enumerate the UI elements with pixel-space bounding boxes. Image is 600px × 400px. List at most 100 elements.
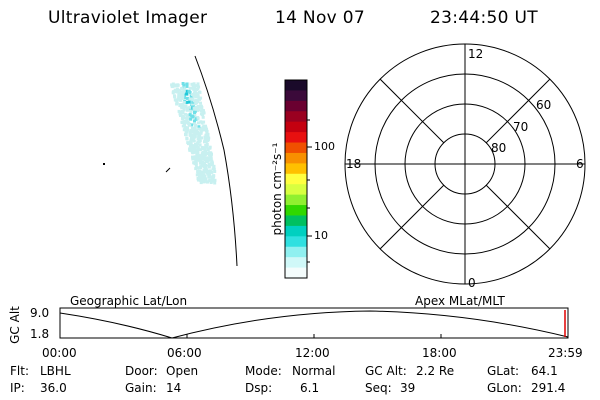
gc-alt-value: 2.2 Re [416, 364, 455, 378]
filter-label: Flt: [10, 364, 29, 378]
polar-label-12: 12 [468, 47, 484, 61]
aurora-pixel [197, 125, 201, 129]
aurora-pixel [179, 114, 182, 117]
polar-diagonal [379, 184, 445, 250]
colorbar-segment [285, 257, 307, 269]
aurora-pixel [213, 181, 217, 185]
aurora-pixel [179, 95, 183, 99]
polar-label-lat70: 70 [513, 120, 529, 134]
aurora-pixel [196, 100, 200, 103]
colorbar-gradient [285, 80, 307, 279]
aurora-pixel [195, 92, 199, 96]
aurora-pixel [188, 133, 192, 137]
aurora-pixel [188, 86, 192, 90]
aurora-pixel [190, 148, 194, 151]
aurora-pixel [183, 126, 187, 130]
aurora-pixel [192, 106, 196, 110]
colorbar-segment [285, 205, 307, 217]
aurora-pixel [202, 165, 206, 168]
aurora-pixel [191, 151, 195, 155]
aurora-pixel [204, 143, 208, 147]
aurora-pixel [184, 89, 188, 93]
aurora-pixel [187, 142, 190, 146]
aurora-pixel [204, 124, 207, 128]
aurora-pixel [186, 96, 189, 100]
aurora-pixel [187, 100, 191, 104]
aurora-pixel [205, 131, 209, 135]
orbit-xtick-1200: 12:00 [295, 346, 330, 360]
aurora-pixel [195, 132, 199, 135]
aurora-pixel [202, 111, 206, 115]
aurora-pixel [200, 156, 203, 159]
dsp-value: 6.1 [300, 381, 320, 395]
aurora-pixel [193, 157, 197, 161]
aurora-pixel [174, 83, 178, 87]
colorbar-segment [285, 173, 307, 185]
aurora-pixel [187, 121, 190, 125]
aurora-pixel [184, 133, 187, 136]
aurora-pixel [185, 100, 189, 104]
aurora-pixel [196, 142, 200, 145]
aurora-pixel [191, 100, 195, 104]
aurora-pixel [197, 108, 201, 112]
colorbar-tick-label-10: 10 [314, 229, 328, 242]
aurora-pixel [196, 95, 200, 99]
colorbar-segment [285, 215, 307, 227]
aurora-pixel [200, 179, 204, 183]
aurora-pixel [191, 157, 195, 161]
aurora-pixel [185, 118, 189, 121]
aurora-pixel [178, 104, 182, 107]
aurora-pixel [192, 99, 196, 103]
aurora-pixel [192, 135, 196, 139]
colorbar-segment [285, 246, 307, 258]
aurora-pixel [176, 83, 180, 87]
aurora-pixel [191, 86, 195, 90]
colorbar-segment [285, 184, 307, 196]
aurora-pixel [191, 97, 195, 101]
aurora-pixel [202, 180, 206, 184]
aurora-pixel [173, 94, 176, 98]
aurora-pixel [182, 116, 186, 119]
colorbar-segment [285, 163, 307, 175]
aurora-pixel [181, 97, 185, 101]
aurora-pixel [181, 110, 184, 113]
aurora-pixel [193, 146, 197, 150]
aurora-pixel [194, 117, 198, 121]
aurora-pixel [191, 155, 194, 159]
aurora-pixel [193, 116, 197, 120]
aurora-pixel [191, 130, 195, 133]
aurora-pixel [194, 129, 198, 133]
aurora-pixel [206, 134, 210, 138]
colorbar-segment [285, 142, 307, 154]
aurora-pixel [192, 139, 196, 143]
aurora-pixel [199, 109, 203, 113]
colorbar-segment [285, 194, 307, 206]
aurora-pixel [185, 82, 189, 86]
gc-alt-label: GC Alt: [365, 364, 407, 378]
aurora-pixel [204, 156, 208, 160]
aurora-pixel [200, 145, 204, 149]
aurora-pixel [204, 133, 208, 137]
aurora-pixel [205, 171, 209, 175]
aurora-pixel [202, 124, 206, 128]
aurora-pixel [207, 175, 211, 179]
aurora-pixel [202, 157, 206, 161]
colorbar-tick-label-100: 100 [314, 140, 335, 153]
aurora-pixel [190, 123, 194, 127]
aurora-pixel [195, 158, 199, 162]
glon-value: 291.4 [531, 381, 566, 395]
aurora-pixel [196, 177, 200, 180]
aurora-pixel [202, 120, 206, 124]
aurora-pixel [192, 161, 196, 165]
image-speck [103, 163, 105, 165]
aurora-pixel [191, 93, 194, 96]
aurora-pixel [184, 112, 187, 116]
aurora-pixel [204, 150, 208, 153]
colorbar-segment [285, 111, 307, 123]
aurora-pixel [177, 95, 181, 99]
mode-value: Normal [292, 364, 336, 378]
aurora-pixel [208, 162, 212, 166]
